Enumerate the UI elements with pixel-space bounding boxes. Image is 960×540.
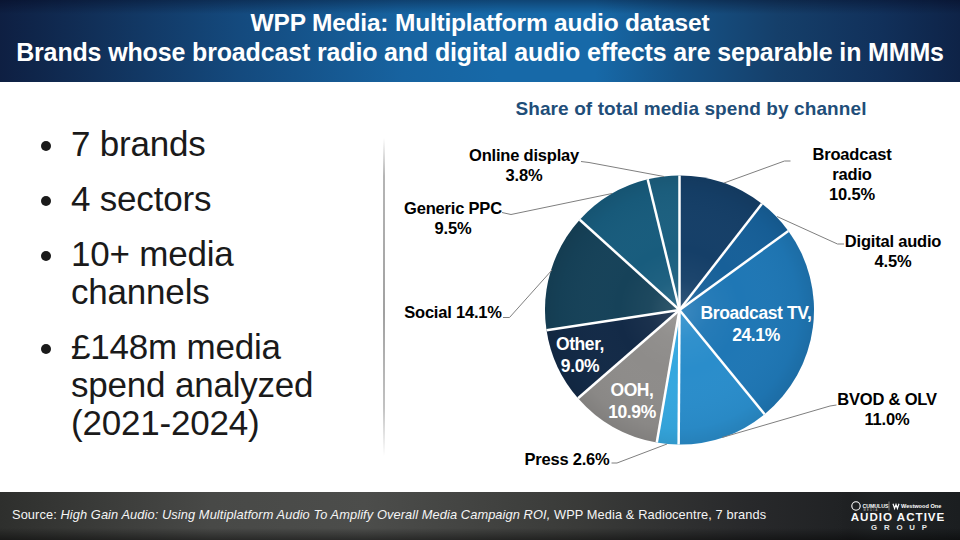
svg-text:CUMULUS: CUMULUS: [863, 503, 889, 509]
svg-text:Westwood One: Westwood One: [901, 503, 941, 509]
